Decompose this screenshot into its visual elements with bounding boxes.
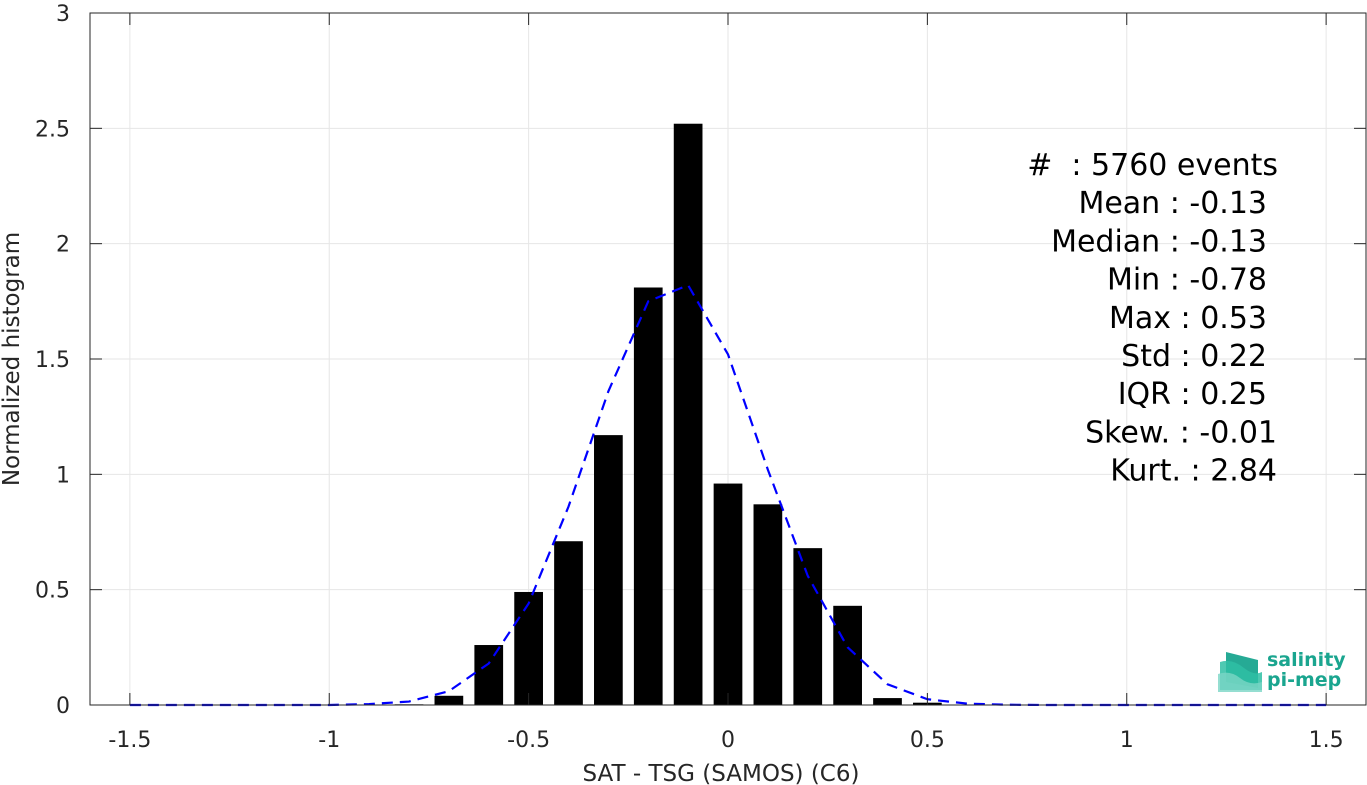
y-tick-label-6: 3 — [56, 2, 70, 27]
histogram-bar-12 — [873, 698, 902, 705]
y-tick-labels: 0 0.5 1 1.5 2 2.5 3 — [35, 2, 70, 719]
stat-line-6: IQR : 0.25 — [1118, 377, 1267, 412]
x-tick-label-4: 0.5 — [910, 728, 945, 753]
x-tick-label-6: 1.5 — [1309, 728, 1344, 753]
logo-waves-icon — [1218, 652, 1262, 692]
histogram-bar-7 — [673, 123, 703, 706]
x-tick-label-3: 0 — [721, 728, 735, 753]
histogram-bar-11 — [833, 605, 862, 705]
x-tick-labels: -1.5 -1 -0.5 0 0.5 1 1.5 — [108, 728, 1343, 753]
y-tick-label-4: 2 — [56, 233, 70, 258]
y-tick-label-1: 0.5 — [35, 579, 70, 604]
histogram-bar-1 — [434, 695, 464, 705]
y-axis-label: Normalized histogram — [0, 232, 25, 486]
x-tick-label-1: -1 — [318, 728, 340, 753]
histogram-bar-5 — [594, 435, 623, 705]
x-axis-label: SAT - TSG (SAMOS) (C6) — [583, 761, 860, 785]
logo-line-pimep: pi-mep — [1267, 669, 1341, 691]
x-tick-label-2: -0.5 — [507, 728, 550, 753]
histogram-bar-3 — [514, 591, 543, 705]
x-tick-label-5: 1 — [1120, 728, 1134, 753]
stat-line-8: Kurt. : 2.84 — [1110, 454, 1277, 489]
stat-line-4: Max : 0.53 — [1109, 301, 1267, 336]
stat-line-0: # : 5760 events — [1027, 148, 1278, 183]
histogram-bar-8 — [713, 483, 743, 705]
histogram-bar-9 — [753, 504, 783, 705]
salinity-pimep-logo: salinity pi-mep — [1218, 649, 1346, 692]
stat-line-5: Std : 0.22 — [1121, 339, 1267, 374]
y-tick-label-0: 0 — [56, 694, 70, 719]
y-tick-label-5: 2.5 — [35, 117, 70, 142]
axes-frame — [89, 12, 1367, 706]
stat-line-3: Min : -0.78 — [1107, 263, 1267, 298]
histogram-bar-6 — [633, 287, 663, 705]
stat-line-2: Median : -0.13 — [1051, 224, 1267, 259]
histogram-bars — [394, 123, 942, 706]
logo-line-salinity: salinity — [1267, 649, 1346, 671]
y-tick-label-3: 1.5 — [35, 348, 70, 373]
histogram-bar-10 — [793, 548, 823, 705]
stat-line-1: Mean : -0.13 — [1078, 186, 1267, 221]
histogram-bar-2 — [474, 645, 504, 705]
histogram-bar-4 — [554, 541, 583, 705]
y-tick-label-2: 1 — [56, 463, 70, 488]
x-tick-label-0: -1.5 — [108, 728, 151, 753]
stat-line-7: Skew. : -0.01 — [1085, 415, 1277, 450]
